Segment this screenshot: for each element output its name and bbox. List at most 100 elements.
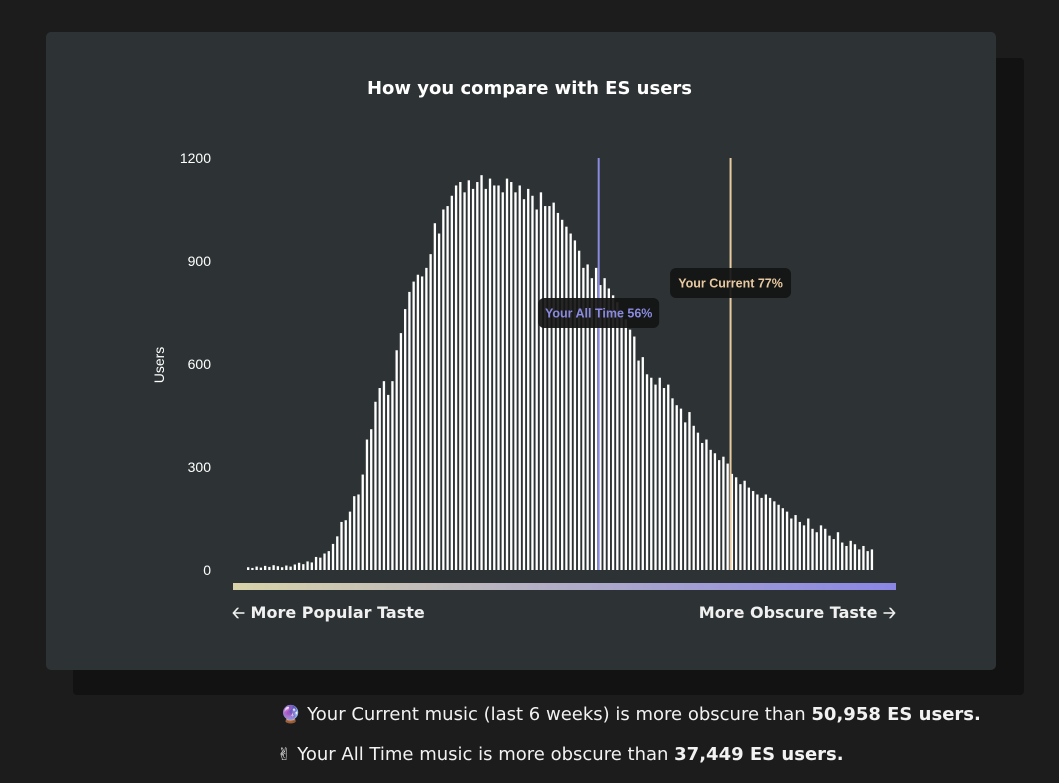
more-obscure-label: More Obscure Taste: [698, 603, 878, 622]
histogram-bar: [586, 264, 589, 570]
histogram-bar: [247, 567, 250, 570]
current-stat-prefix: Your Current music (last 6 weeks) is mor…: [307, 704, 806, 725]
histogram-bar: [798, 521, 801, 570]
histogram-bar: [807, 518, 810, 570]
alltime-marker-line: [597, 158, 600, 570]
histogram-bar: [705, 439, 708, 570]
histogram-bar: [459, 182, 462, 570]
histogram-bar: [539, 192, 543, 570]
histogram-bar: [870, 549, 874, 570]
histogram-bar: [531, 195, 534, 570]
y-tick-label: 0: [203, 562, 211, 578]
histogram-bar: [467, 180, 470, 570]
histogram-bar: [569, 233, 572, 570]
more-popular-nav[interactable]: 🡠 More Popular Taste: [232, 602, 425, 629]
arrow-right-icon: 🡢: [883, 603, 896, 622]
histogram-bar: [713, 453, 717, 570]
histogram-bar: [514, 192, 517, 570]
histogram-bar: [624, 319, 627, 570]
histogram-bar: [739, 484, 742, 570]
histogram-bar: [688, 412, 691, 570]
histogram-bar: [357, 494, 360, 570]
more-obscure-nav[interactable]: More Obscure Taste 🡢: [699, 602, 896, 629]
histogram-bar: [836, 532, 840, 570]
histogram-bar: [811, 528, 814, 570]
histogram-bar: [552, 202, 555, 570]
histogram-bar: [522, 199, 526, 570]
taste-gradient-bar: [233, 583, 896, 590]
histogram-bar: [497, 185, 500, 570]
histogram-bar: [476, 182, 479, 570]
histogram-bar: [832, 539, 835, 570]
histogram-bar: [781, 508, 784, 570]
histogram-bar: [535, 209, 538, 570]
alltime-stat-prefix: Your All Time music is more obscure than: [297, 744, 669, 765]
histogram-bar: [319, 557, 322, 570]
histogram-bar: [353, 496, 356, 570]
histogram-bar: [297, 562, 301, 570]
alltime-marker-tooltip: [538, 298, 660, 328]
histogram-bar: [493, 185, 496, 570]
crystal-ball-icon: 🔮: [280, 705, 302, 725]
histogram-bar: [582, 267, 585, 570]
histogram-bar: [365, 439, 369, 570]
histogram-bar: [310, 562, 313, 570]
histogram-bar: [603, 278, 606, 570]
histogram-bar: [565, 226, 568, 571]
histogram-bar: [280, 567, 284, 570]
arrow-left-icon: 🡠: [232, 603, 245, 622]
histogram-bar: [420, 276, 424, 570]
histogram-bar: [471, 188, 475, 570]
histogram-bar: [824, 528, 827, 570]
histogram-bar: [548, 206, 551, 570]
histogram-bar: [594, 267, 598, 570]
alltime-marker-label: Your All Time 56%: [545, 307, 652, 321]
histogram-bar: [276, 566, 280, 570]
histogram-bar: [768, 497, 772, 570]
histogram-bar: [785, 511, 789, 570]
current-stat: 🔮 Your Current music (last 6 weeks) is mo…: [280, 704, 981, 725]
current-marker-tooltip: [670, 268, 792, 298]
histogram-bar: [268, 566, 271, 570]
histogram-bar: [734, 477, 738, 570]
histogram-bar: [662, 388, 666, 570]
histogram-bar: [429, 254, 432, 570]
histogram-bar: [361, 474, 364, 570]
histogram-bar: [866, 551, 869, 570]
histogram-bar: [518, 185, 521, 570]
histogram-bar: [370, 429, 373, 570]
histogram-bar: [701, 442, 704, 570]
y-tick-label: 600: [188, 356, 212, 372]
histogram-bar: [790, 518, 793, 570]
histogram-bar: [628, 329, 632, 570]
histogram-bar: [675, 405, 678, 570]
histogram-bar: [442, 209, 445, 570]
histogram-bar: [480, 175, 483, 571]
histogram-bar: [692, 425, 695, 570]
histogram-bar: [819, 525, 823, 570]
histogram-bar: [425, 267, 428, 570]
histogram-bar: [336, 536, 339, 570]
histogram-bar: [794, 515, 797, 570]
histogram-bar: [773, 501, 776, 570]
histogram-bar: [484, 188, 487, 570]
histogram-bar: [645, 374, 649, 570]
histogram-bar: [862, 545, 865, 570]
histogram-bar: [251, 567, 254, 570]
y-tick-label: 300: [188, 459, 212, 475]
histogram-bar: [488, 178, 492, 570]
y-tick-label: 900: [188, 253, 212, 269]
histogram-bar: [815, 532, 818, 570]
histogram-bar: [374, 401, 377, 570]
histogram-bar: [323, 553, 326, 570]
histogram-bar: [306, 561, 309, 570]
histogram-bar: [391, 381, 394, 570]
histogram-bar: [726, 463, 729, 570]
histogram-bar: [599, 285, 602, 570]
y-axis-label: Users: [151, 347, 167, 384]
histogram-bar: [285, 565, 288, 570]
current-marker-label: Your Current 77%: [678, 277, 783, 291]
histogram-bar: [344, 520, 347, 570]
histogram-bar: [505, 178, 509, 570]
histogram-bar: [777, 504, 780, 570]
